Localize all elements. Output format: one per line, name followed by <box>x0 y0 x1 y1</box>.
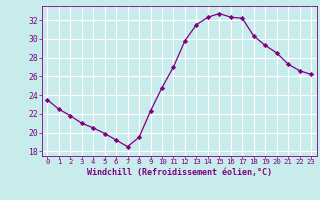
X-axis label: Windchill (Refroidissement éolien,°C): Windchill (Refroidissement éolien,°C) <box>87 168 272 177</box>
